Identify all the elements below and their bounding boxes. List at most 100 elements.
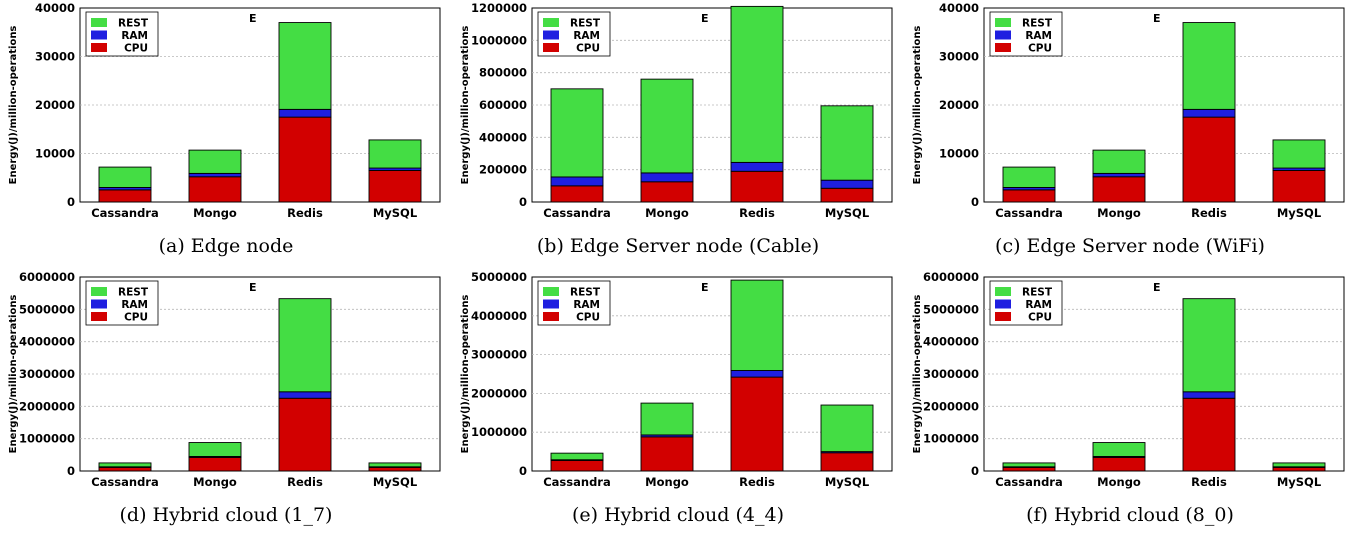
y-tick-label: 400000 [479,130,527,144]
chart-c: 0 10000 20000 30000 40000 Energy(J)/million-o… [912,1,1345,220]
x-tick-label: Redis [739,206,775,220]
bar-rest-redis [1182,298,1236,393]
bar-cpu-mongo [640,436,694,472]
x-tick-label: Cassandra [543,206,611,220]
bar-rest-mysql [1272,462,1326,468]
chart-b: 020000040000060000080000010000001200000E… [460,1,893,220]
y-tick-label: 4000000 [471,309,527,323]
x-tick-label: Redis [1191,206,1227,220]
bar-rest-redis [730,279,784,371]
y-axis-label: Energy(J)/million-operations [912,295,923,454]
legend-swatch-cpu [543,43,559,52]
bar-rest-cassandra [1002,462,1056,468]
x-tick-label: Cassandra [543,475,611,489]
x-tick-label: Cassandra [91,206,159,220]
y-axis-label: Energy(J)/million-operations [460,295,471,454]
bar-cpu-redis [278,116,332,203]
x-tick-label: Cassandra [91,475,159,489]
legend-swatch-ram [91,299,107,309]
y-tick-label: 600000 [479,98,527,112]
y-tick-label: 6000000 [923,270,979,284]
bar-cpu-mongo [188,456,242,472]
y-tick-label: 0 [971,195,979,209]
bar-ram-redis [1182,391,1236,399]
bar-rest-mongo [640,78,694,174]
legend-label-rest: REST [118,287,149,299]
x-tick-label: Cassandra [995,475,1063,489]
y-tick-label: 5000000 [19,302,75,316]
x-tick-label: Redis [287,206,323,220]
bar-ram-mongo [640,172,694,183]
chart-d: 0 1000000 2000000 3000000 4000000 5000000 6000… [8,270,441,489]
legend-label-cpu: CPU [124,312,148,324]
y-tick-label: 4000000 [923,335,979,349]
y-tick-label: 3000000 [471,348,527,362]
x-tick-label: Mongo [645,475,689,489]
chart-f: 0 1000000 2000000 3000000 4000000 5000000 6000… [912,270,1345,489]
y-tick-label: 0 [67,464,75,478]
caption-a: (a) Edge node [158,235,294,257]
legend-label-cpu: CPU [576,312,600,324]
bar-cpu-redis [730,376,784,472]
y-tick-label: 0 [971,464,979,478]
y-tick-label: 30000 [939,50,979,64]
bar-ram-redis [278,108,332,118]
x-tick-label: MySQL [825,206,870,220]
panel-e: 0 1000000 2000000 3000000 4000000 5000000 Ener… [452,269,904,538]
legend-swatch-ram [995,299,1011,309]
legend-swatch-ram [91,30,107,40]
legend-swatch-rest [995,18,1011,27]
legend-label-ram: RAM [121,299,148,311]
bar-cpu-redis [730,170,784,203]
chart-a: 0 10000 20000 30000 40000 Energy(J)/million-o… [8,1,441,220]
x-tick-label: Cassandra [995,206,1063,220]
annotation: E [1153,281,1161,294]
x-tick-label: Mongo [1097,206,1141,220]
caption-f: (f) Hybrid cloud (8_0) [1026,504,1234,526]
x-tick-label: Redis [287,475,323,489]
legend-swatch-rest [995,287,1011,296]
legend-swatch-rest [91,287,107,296]
bar-rest-mysql [1272,139,1326,169]
y-tick-label: 1000000 [923,432,979,446]
x-tick-label: Mongo [645,206,689,220]
panel-d: 0 1000000 2000000 3000000 4000000 5000000 6000… [0,269,452,538]
chart-e: 0 1000000 2000000 3000000 4000000 5000000Ener… [460,270,893,489]
y-axis-label: Energy(J)/million-operations [8,295,19,454]
bar-ram-redis [730,370,784,378]
y-tick-label: 1000000 [19,432,75,446]
legend-label-rest: REST [1022,18,1053,30]
y-tick-label: 0 [519,195,527,209]
y-tick-label: 0 [67,195,75,209]
bar-cpu-mongo [1092,176,1146,203]
bar-rest-redis [1182,22,1236,110]
y-tick-label: 20000 [35,98,75,112]
legend-swatch-cpu [91,312,107,321]
bar-cpu-cassandra [98,189,152,203]
y-tick-label: 20000 [939,98,979,112]
legend-swatch-ram [543,299,559,309]
legend-swatch-rest [543,18,559,27]
legend-label-ram: RAM [1025,299,1052,311]
bar-ram-mysql [820,179,874,189]
legend-label-rest: REST [118,18,149,30]
bar-cpu-cassandra [1002,189,1056,203]
legend-label-cpu: CPU [1028,312,1052,324]
y-tick-label: 10000 [35,147,75,161]
y-tick-label: 6000000 [19,270,75,284]
panel-f: 0 1000000 2000000 3000000 4000000 5000000 6000… [904,269,1356,538]
y-tick-label: 2000000 [923,399,979,413]
y-tick-label: 40000 [35,1,75,15]
legend-swatch-cpu [995,312,1011,321]
bar-rest-mongo [1092,149,1146,174]
legend-swatch-ram [543,30,559,40]
legend-swatch-rest [543,287,559,296]
legend-label-ram: RAM [573,30,600,42]
annotation: E [701,281,709,294]
annotation: E [1153,12,1161,25]
